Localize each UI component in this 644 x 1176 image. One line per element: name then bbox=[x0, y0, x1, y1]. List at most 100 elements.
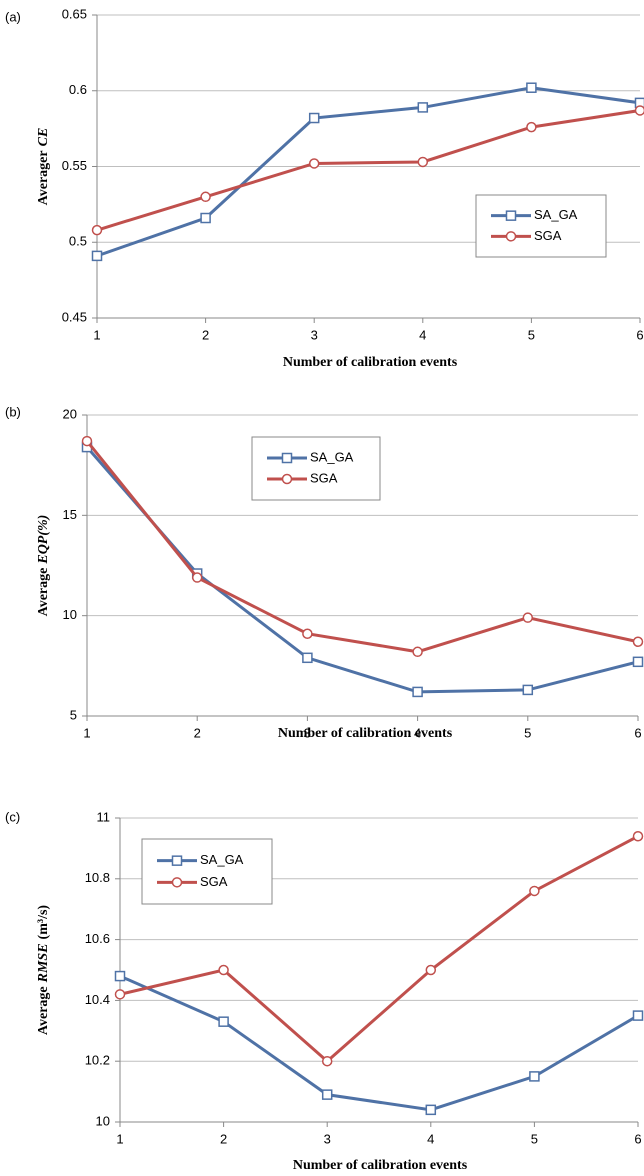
panel-label: (c) bbox=[5, 809, 20, 824]
series-line bbox=[119, 974, 639, 1112]
x-axis-title: Number of calibration events bbox=[283, 355, 458, 370]
panel-label: (b) bbox=[5, 404, 21, 419]
x-tick-label: 6 bbox=[636, 327, 643, 342]
marker bbox=[412, 646, 423, 658]
legend-label: SGA bbox=[310, 470, 338, 485]
legend-marker bbox=[281, 452, 293, 464]
y-tick-label: 10.6 bbox=[85, 931, 110, 946]
marker bbox=[200, 191, 211, 203]
y-tick-label: 0.5 bbox=[69, 234, 87, 249]
marker bbox=[321, 1089, 333, 1100]
x-tick-label: 1 bbox=[93, 327, 100, 342]
x-tick-label: 2 bbox=[202, 327, 209, 342]
y-axis-title-part: EQP(%) bbox=[36, 515, 51, 565]
y-axis-title: Average RMSE (m³/s) bbox=[36, 905, 51, 1036]
legend-marker bbox=[505, 210, 517, 221]
x-tick-label: 3 bbox=[304, 725, 311, 740]
marker bbox=[632, 830, 644, 842]
legend: SA_GA SGA bbox=[475, 194, 607, 258]
marker bbox=[218, 1016, 229, 1027]
x-tick-label: 5 bbox=[524, 725, 531, 740]
y-axis-title: Averager CE bbox=[36, 128, 51, 206]
y-tick-label: 0.55 bbox=[62, 158, 87, 173]
chart: (b) 5 10 15 20 1 2 3 4 5 6 Number of calibration ev… bbox=[5, 404, 644, 741]
x-tick-label: 2 bbox=[220, 1131, 227, 1146]
legend-marker bbox=[171, 877, 183, 888]
marker bbox=[522, 612, 534, 623]
y-tick-label: 0.45 bbox=[62, 309, 87, 324]
series-line bbox=[85, 440, 639, 654]
chart: (a) 0.45 0.5 0.55 0.6 0.65 1 2 3 4 5 6 Number of cal… bbox=[5, 6, 644, 370]
y-tick-label: 5 bbox=[70, 707, 77, 722]
y-tick-label: 10 bbox=[63, 607, 77, 622]
legend-box bbox=[141, 838, 273, 905]
x-tick-label: 1 bbox=[116, 1131, 123, 1146]
marker bbox=[302, 652, 313, 664]
y-tick-label: 10.8 bbox=[85, 870, 110, 885]
series-line bbox=[119, 834, 639, 1064]
series-line bbox=[96, 86, 641, 258]
marker bbox=[308, 112, 320, 124]
y-tick-label: 15 bbox=[63, 507, 77, 522]
x-tick-label: 6 bbox=[634, 1131, 641, 1146]
legend-box bbox=[475, 194, 607, 258]
legend: SA_GA SGA bbox=[141, 838, 273, 905]
legend-label: SA_GA bbox=[534, 207, 578, 222]
x-tick-label: 4 bbox=[414, 725, 421, 740]
marker bbox=[526, 82, 537, 93]
marker bbox=[412, 686, 423, 698]
marker bbox=[425, 1104, 437, 1116]
x-tick-label: 4 bbox=[419, 327, 426, 342]
y-tick-label: 20 bbox=[63, 406, 77, 421]
y-axis-title-part: Averager bbox=[36, 150, 51, 205]
legend-label: SA_GA bbox=[200, 852, 244, 867]
legend-marker bbox=[281, 473, 293, 485]
x-tick-label: 5 bbox=[531, 1131, 538, 1146]
marker bbox=[529, 885, 540, 897]
x-tick-label: 1 bbox=[83, 725, 90, 740]
marker bbox=[529, 1071, 540, 1082]
panel-label: (a) bbox=[5, 9, 21, 24]
marker bbox=[308, 158, 320, 169]
x-tick-label: 3 bbox=[311, 327, 318, 342]
y-axis-title-part: Average bbox=[36, 986, 51, 1035]
y-tick-label: 0.65 bbox=[62, 6, 87, 21]
marker bbox=[81, 435, 93, 447]
marker bbox=[200, 212, 211, 224]
marker bbox=[417, 156, 429, 168]
x-axis-title: Number of calibration events bbox=[293, 1158, 468, 1173]
y-tick-label: 10 bbox=[96, 1113, 110, 1128]
marker bbox=[114, 970, 126, 982]
marker bbox=[522, 684, 534, 696]
marker bbox=[91, 250, 103, 262]
x-tick-label: 2 bbox=[194, 725, 201, 740]
y-tick-label: 10.4 bbox=[85, 992, 110, 1007]
marker bbox=[632, 1010, 644, 1021]
legend-marker bbox=[171, 855, 183, 866]
x-tick-label: 6 bbox=[634, 725, 641, 740]
marker bbox=[91, 224, 103, 236]
x-tick-label: 3 bbox=[324, 1131, 331, 1146]
marker bbox=[425, 964, 437, 976]
y-tick-label: 11 bbox=[97, 809, 111, 824]
marker bbox=[632, 636, 644, 648]
legend: SA_GA SGA bbox=[251, 436, 381, 501]
series-line bbox=[96, 108, 641, 232]
marker bbox=[302, 628, 313, 639]
legend-label: SGA bbox=[200, 874, 228, 889]
y-axis-title-part: (m³/s) bbox=[36, 905, 51, 940]
y-axis-title-part: RMSE bbox=[36, 943, 51, 983]
legend-label: SA_GA bbox=[310, 449, 354, 464]
x-tick-label: 5 bbox=[528, 327, 535, 342]
legend-box bbox=[251, 436, 381, 501]
y-axis-title-part: CE bbox=[36, 128, 51, 147]
marker bbox=[191, 572, 203, 583]
y-axis-title: Average EQP(%) bbox=[36, 515, 51, 617]
marker bbox=[417, 102, 429, 113]
marker bbox=[526, 121, 537, 133]
y-axis-title-part: Average bbox=[36, 568, 51, 617]
marker bbox=[321, 1055, 333, 1067]
legend-label: SGA bbox=[534, 228, 562, 243]
